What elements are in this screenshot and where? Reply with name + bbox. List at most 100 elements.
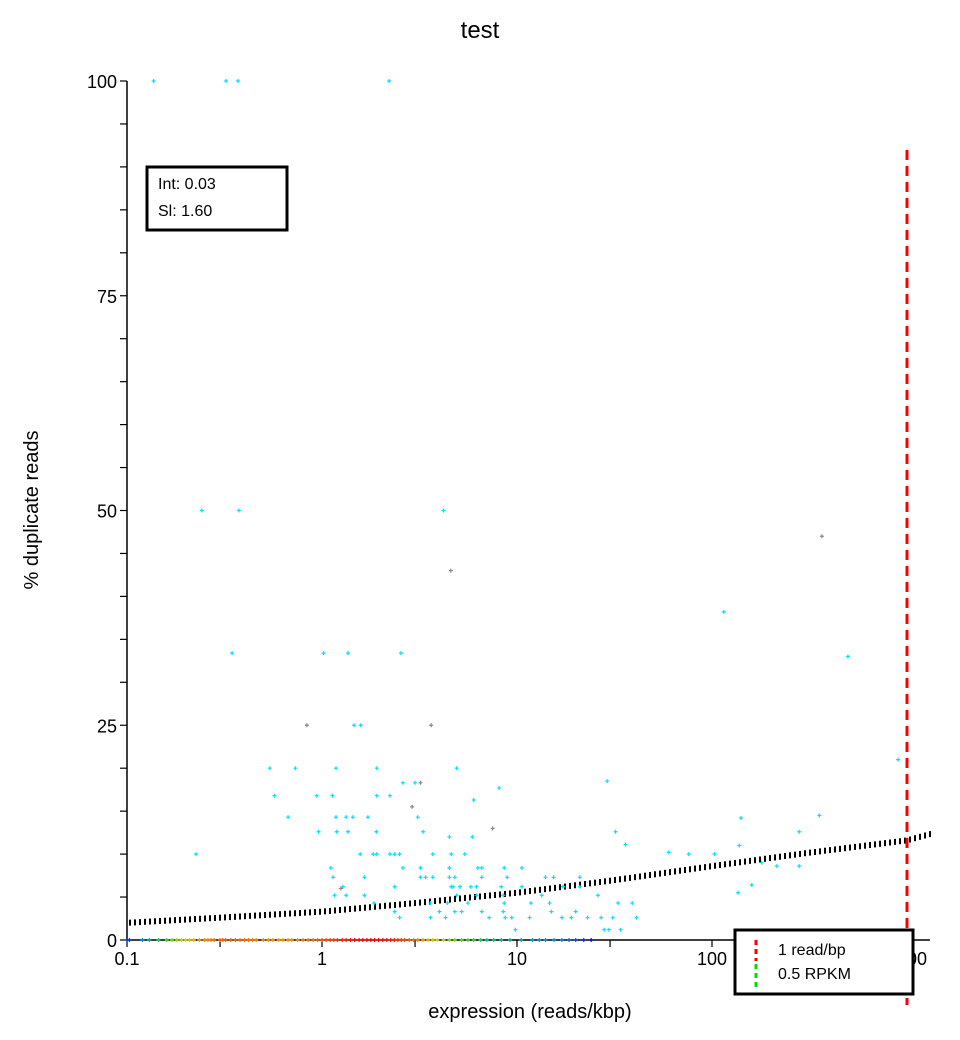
fit-mark xyxy=(129,919,131,926)
scatter-point xyxy=(606,927,611,932)
fit-mark xyxy=(709,863,711,870)
fit-mark xyxy=(339,906,341,913)
baseline-point xyxy=(340,938,345,942)
baseline-point xyxy=(530,938,535,942)
scatter-point xyxy=(739,816,744,821)
fit-mark xyxy=(569,882,571,889)
baseline-point xyxy=(197,938,202,942)
scatter-point xyxy=(421,829,426,834)
fit-mark xyxy=(269,911,271,918)
scatter-point xyxy=(316,829,321,834)
baseline-point xyxy=(254,938,259,942)
baseline-point xyxy=(388,938,393,942)
fit-mark xyxy=(664,869,666,876)
fit-mark xyxy=(499,891,501,898)
fit-mark xyxy=(199,915,201,922)
scatter-point xyxy=(443,915,448,920)
fit-mark xyxy=(534,887,536,894)
scatter-point xyxy=(721,609,726,614)
baseline-point xyxy=(295,938,300,942)
baseline-point xyxy=(344,938,349,942)
fit-mark xyxy=(644,872,646,879)
scatter-point xyxy=(737,843,742,848)
baseline-point xyxy=(147,938,152,942)
baseline-point xyxy=(191,938,196,942)
baseline-point xyxy=(223,938,228,942)
scatter-point xyxy=(344,815,349,820)
fit-mark xyxy=(674,868,676,875)
fit-mark xyxy=(579,881,581,888)
scatter-point xyxy=(585,915,590,920)
scatter-point xyxy=(559,915,564,920)
fit-mark xyxy=(349,906,351,913)
fit-mark xyxy=(739,859,741,866)
scatter-point xyxy=(896,757,901,762)
baseline-point xyxy=(415,938,420,942)
scatter-point xyxy=(519,865,524,870)
fit-mark xyxy=(719,862,721,869)
baseline-point xyxy=(573,938,578,942)
fit-mark xyxy=(194,916,196,923)
scatter-point xyxy=(447,875,452,880)
fit-mark xyxy=(184,916,186,923)
fit-mark xyxy=(694,865,696,872)
baseline-point xyxy=(301,938,306,942)
fit-mark xyxy=(459,895,461,902)
scatter-point xyxy=(465,901,470,906)
fit-mark xyxy=(784,853,786,860)
scatter-point xyxy=(400,780,405,785)
y-tick-label: 50 xyxy=(97,502,117,522)
fit-mark xyxy=(364,904,366,911)
baseline-point xyxy=(352,938,357,942)
scatter-point xyxy=(338,886,343,891)
scatter-point xyxy=(272,793,277,798)
fit-mark xyxy=(609,877,611,884)
fit-mark xyxy=(859,843,861,850)
scatter-point xyxy=(346,829,351,834)
scatter-point xyxy=(418,780,423,785)
scatter-point xyxy=(509,915,514,920)
scatter-point xyxy=(321,651,326,656)
scatter-point xyxy=(230,651,235,656)
fit-mark xyxy=(794,851,796,858)
baseline-point xyxy=(376,938,381,942)
scatter-point xyxy=(759,860,764,865)
fit-mark xyxy=(519,889,521,896)
fit-mark xyxy=(764,855,766,862)
baseline-point xyxy=(552,938,557,942)
fit-mark xyxy=(229,914,231,921)
scatter-point xyxy=(387,793,392,798)
scatter-point xyxy=(479,909,484,914)
scatter-point xyxy=(501,909,506,914)
scatter-point xyxy=(387,852,392,857)
fit-mark xyxy=(669,869,671,876)
fit-mark xyxy=(164,917,166,924)
baseline-point xyxy=(543,938,548,942)
scatter-point xyxy=(502,865,507,870)
fit-mark xyxy=(274,911,276,918)
fit-mark xyxy=(714,862,716,869)
fit-mark xyxy=(679,867,681,874)
baseline-point xyxy=(452,938,457,942)
fit-mark xyxy=(594,879,596,886)
scatter-point xyxy=(374,766,379,771)
scatter-point xyxy=(513,927,518,932)
baseline-point xyxy=(491,938,496,942)
baseline-point xyxy=(331,938,336,942)
fit-mark xyxy=(439,897,441,904)
fit-mark xyxy=(599,879,601,886)
scatter-point xyxy=(340,884,345,889)
fit-mark xyxy=(334,907,336,914)
scatter-point xyxy=(374,829,379,834)
scatter-point xyxy=(410,804,415,809)
scatter-point xyxy=(398,651,403,656)
scatter-point xyxy=(286,815,291,820)
fit-mark xyxy=(614,877,616,884)
fit-mark xyxy=(389,902,391,909)
fit-mark xyxy=(839,845,841,852)
fit-mark xyxy=(914,835,916,842)
baseline-point xyxy=(364,938,369,942)
fit-mark xyxy=(369,904,371,911)
fit-mark xyxy=(134,919,136,926)
fit-mark xyxy=(604,878,606,885)
